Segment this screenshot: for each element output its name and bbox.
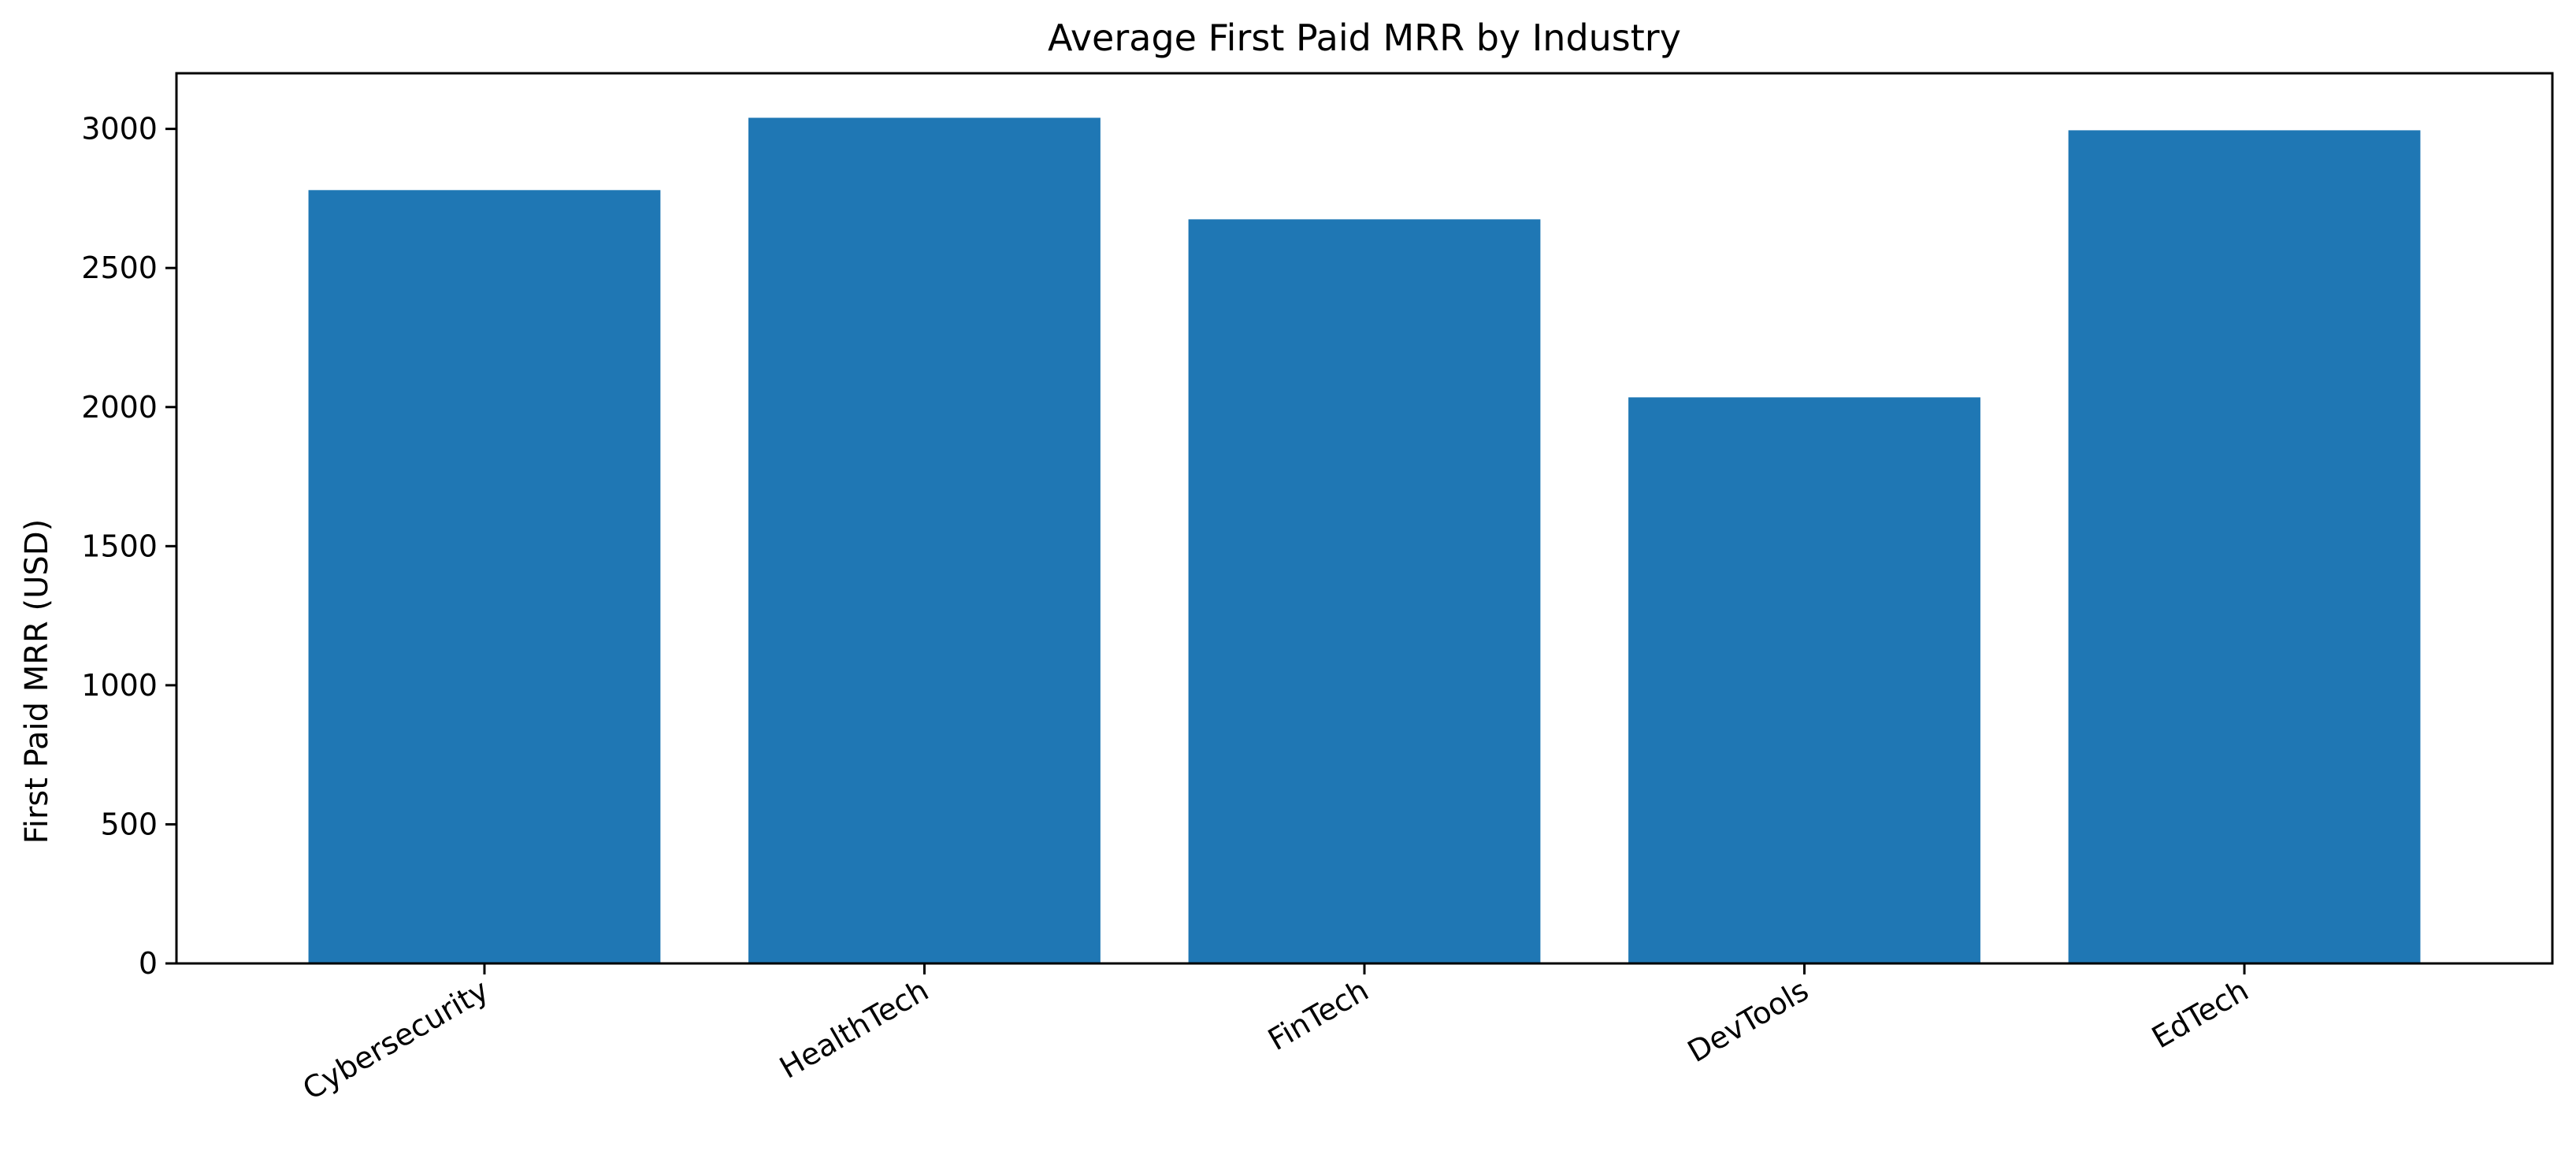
bar-fintech [1188, 219, 1541, 963]
x-tick-label: HealthTech [774, 973, 934, 1086]
x-axis: Cybersecurity HealthTech FinTech DevTools Ed… [297, 963, 2255, 1107]
x-tick-label: FinTech [1262, 973, 1374, 1058]
y-tick-label: 2500 [81, 251, 158, 285]
bar-healthtech [748, 117, 1101, 963]
y-tick-label: 500 [100, 807, 158, 841]
y-axis: 0 500 1000 1500 2000 2500 3000 [81, 112, 176, 981]
y-tick-label: 3000 [81, 112, 158, 147]
y-tick-label: 1500 [81, 529, 158, 563]
chart-title: Average First Paid MRR by Industry [1048, 17, 1681, 59]
y-axis-label: First Paid MRR (USD) [19, 519, 55, 844]
y-tick-label: 0 [139, 946, 158, 981]
x-tick-label: EdTech [2146, 973, 2254, 1056]
x-tick-label: DevTools [1682, 973, 1814, 1069]
bar-devtools [1628, 397, 1980, 963]
plot-frame [175, 72, 2554, 965]
bar-cybersecurity [308, 190, 661, 963]
bars-group [308, 117, 2421, 963]
bar-edtech [2068, 130, 2421, 963]
y-tick-label: 2000 [81, 390, 158, 425]
y-tick-label: 1000 [81, 668, 158, 703]
x-tick-label: Cybersecurity [297, 973, 495, 1107]
